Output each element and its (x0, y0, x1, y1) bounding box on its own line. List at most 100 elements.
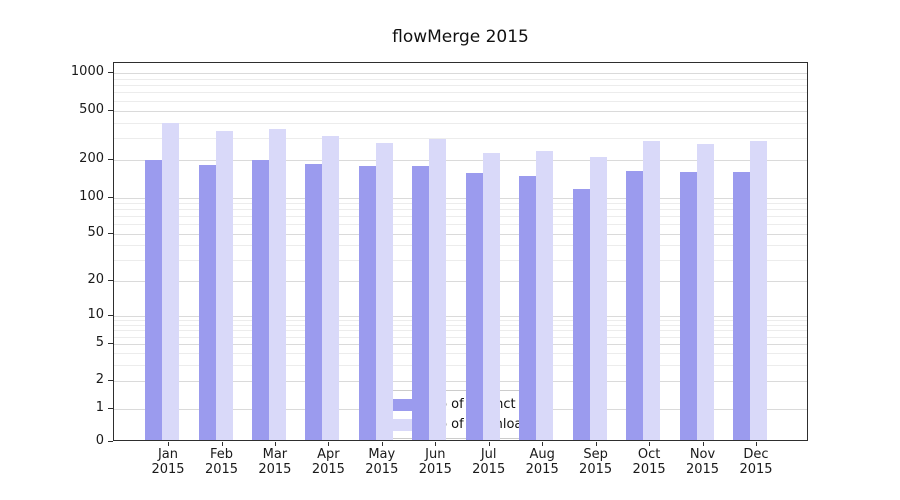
y-tick-mark (108, 441, 113, 442)
gridline-major (114, 73, 807, 74)
plot-area: Nb of distinct IPs Nb of downloads (113, 62, 808, 441)
x-tick-mark (756, 442, 757, 446)
x-tick-mark (595, 442, 597, 446)
x-tick-label: Jun 2015 (418, 447, 452, 477)
chart-title: flowMerge 2015 (392, 27, 529, 47)
x-tick-mark (221, 442, 223, 446)
bar-distinct-ips (305, 163, 323, 440)
bar-downloads (162, 122, 179, 440)
bar-distinct-ips (626, 170, 644, 440)
bar-downloads (536, 151, 554, 440)
legend-item-downloads: Nb of downloads (387, 417, 538, 432)
x-tick-mark (488, 442, 490, 446)
y-tick-label: 2 (95, 372, 104, 387)
x-tick-label: Sep 2015 (579, 447, 613, 477)
gridline-major (114, 280, 807, 282)
gridline-minor (114, 336, 807, 338)
y-tick-mark (108, 109, 113, 111)
y-tick-label: 10 (87, 307, 104, 322)
x-tick-label: Nov 2015 (685, 447, 720, 477)
gridline-minor (114, 122, 807, 124)
bar-downloads (643, 140, 661, 440)
gridline-minor (114, 78, 807, 80)
y-tick-mark (108, 380, 113, 381)
bar-distinct-ips (145, 159, 162, 440)
y-tick-label: 200 (79, 151, 104, 167)
bar-downloads (268, 128, 286, 440)
gridline-minor (114, 320, 807, 322)
gridline-major (114, 316, 807, 317)
y-tick-mark (108, 159, 113, 161)
y-tick-mark (108, 315, 113, 316)
bar-distinct-ips (251, 159, 269, 440)
gridline-minor (114, 353, 807, 354)
y-tick-label: 1 (95, 400, 104, 415)
y-tick-label: 20 (87, 271, 104, 287)
gridline-minor (114, 364, 807, 366)
legend-item-distinct-ips: Nb of distinct IPs (387, 397, 538, 412)
y-tick-label: 1000 (70, 64, 104, 79)
bar-distinct-ips (412, 166, 430, 440)
y-tick-label: 100 (79, 189, 104, 204)
bar-downloads (322, 136, 340, 440)
gridline-major (114, 198, 807, 199)
bar-downloads (696, 143, 714, 440)
x-tick-mark (702, 442, 704, 446)
gridline-minor (114, 92, 807, 94)
gridline-minor (114, 138, 807, 140)
gridline-minor (114, 203, 807, 205)
x-tick-label: May 2015 (365, 447, 399, 477)
x-tick-label: Apr 2015 (311, 447, 345, 477)
y-tick-mark (108, 343, 113, 344)
y-axis: 0 1 2 5 10 20 50 100 200 500 1000 (0, 62, 104, 448)
gridline-minor (114, 216, 807, 218)
gridline-minor (114, 85, 807, 87)
gridline-minor (114, 224, 807, 226)
x-tick-label: Aug 2015 (525, 447, 559, 477)
y-tick-mark (108, 279, 113, 281)
x-tick-label: Feb 2015 (204, 447, 239, 477)
bar-downloads (375, 142, 393, 440)
bar-downloads (589, 157, 607, 440)
legend-swatch-distinct-ips (387, 398, 420, 411)
bar-downloads (750, 140, 767, 440)
gridline-minor (114, 259, 807, 261)
x-tick-label: Jan 2015 (151, 447, 185, 477)
x-tick-mark (649, 442, 651, 446)
gridline-minor (114, 100, 807, 102)
y-tick-mark (108, 197, 113, 198)
x-tick-label: Jul 2015 (472, 447, 506, 477)
bar-downloads (482, 152, 500, 440)
gridline-minor (114, 245, 807, 246)
y-tick-label: 50 (87, 224, 104, 240)
bar-downloads (429, 138, 447, 440)
bar-distinct-ips (198, 164, 216, 440)
x-axis: Jan 2015 Feb 2015 Mar 2015 Apr 2015 May 2015 Jun 20… (113, 447, 808, 487)
x-tick-mark (328, 442, 330, 446)
gridline-major (114, 344, 807, 345)
gridline-minor (114, 325, 807, 326)
bar-distinct-ips (519, 175, 537, 440)
x-tick-mark (274, 442, 276, 446)
gridline-major (114, 110, 807, 112)
x-tick-label: Dec 2015 (739, 447, 773, 477)
x-tick-mark (542, 442, 544, 446)
y-tick-mark (108, 408, 113, 409)
bar-distinct-ips (358, 166, 376, 440)
y-tick-mark (108, 72, 113, 73)
legend-swatch-downloads (387, 418, 420, 431)
bar-distinct-ips (733, 171, 750, 440)
y-tick-label: 5 (95, 335, 104, 350)
x-tick-label: Oct 2015 (632, 447, 666, 477)
x-tick-label: Mar 2015 (258, 447, 292, 477)
y-tick-label: 500 (79, 101, 104, 117)
x-tick-mark (381, 442, 383, 446)
gridline-major (114, 160, 807, 162)
gridline-minor (114, 209, 807, 211)
gridline-minor (114, 330, 807, 332)
gridline-major (114, 233, 807, 235)
y-tick-label: 0 (95, 433, 104, 448)
x-tick-mark (435, 442, 437, 446)
bar-downloads (215, 131, 233, 440)
